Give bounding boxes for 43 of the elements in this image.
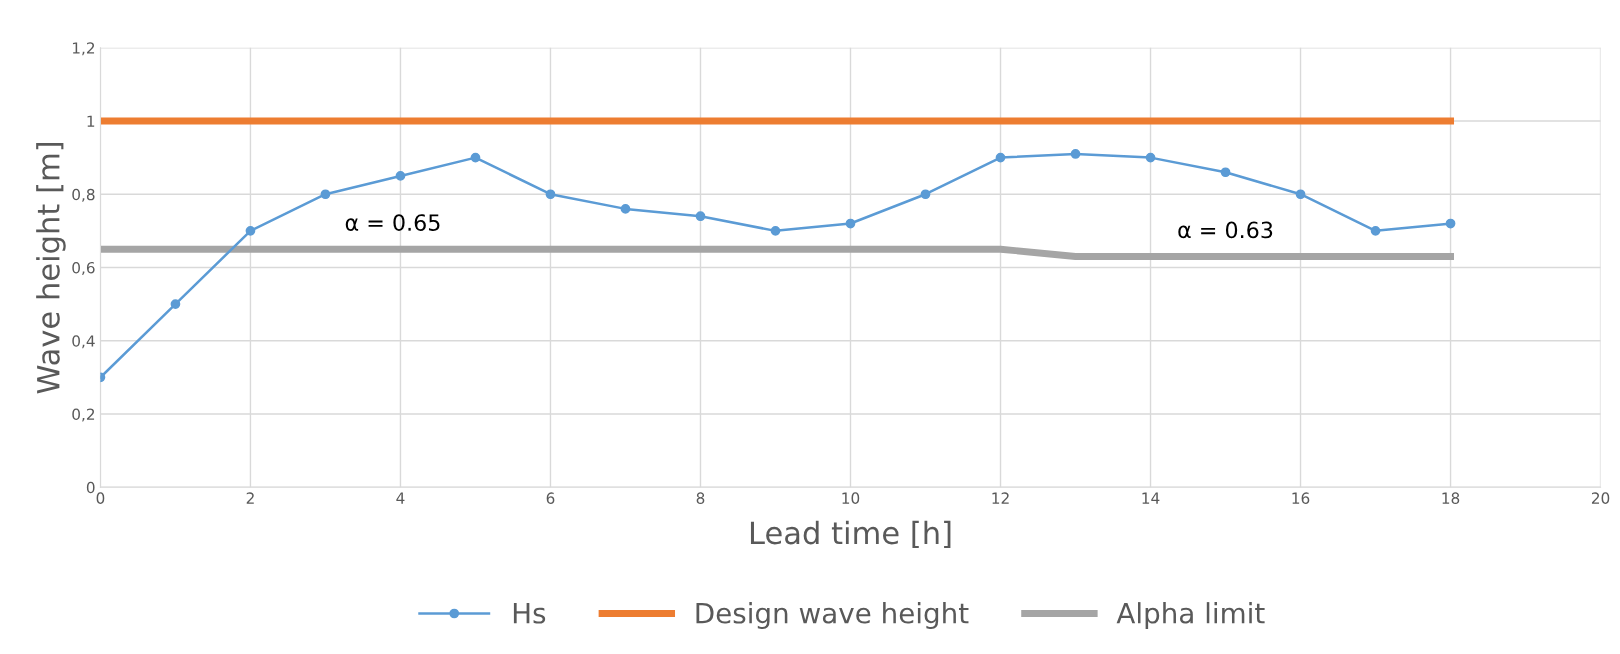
y-tick-label: 1 [87, 115, 95, 127]
x-tick-label: 18 [1442, 492, 1460, 504]
point [545, 189, 556, 200]
x-tick-label: 6 [546, 492, 555, 504]
x-tick-label: 10 [842, 492, 860, 504]
point [1445, 218, 1456, 229]
legend-label: Alpha limit [1116, 602, 1265, 629]
y-tick-label: 0 [86, 481, 95, 494]
x-tick-label: 4 [396, 492, 405, 504]
point [320, 189, 331, 200]
annotation: α = 0.63 [1178, 221, 1273, 239]
x-tick-label: 8 [696, 492, 705, 504]
point [620, 204, 631, 214]
point [1145, 152, 1156, 163]
y-tick-label: 0,6 [72, 261, 95, 276]
y-tick-label: 0,4 [72, 335, 95, 349]
y-tick-label: 0,2 [72, 408, 95, 422]
point [245, 226, 256, 236]
y-tick-label: 0,8 [72, 188, 95, 202]
x-tick-label: 14 [1142, 492, 1160, 504]
legend-label: Design wave height [696, 602, 969, 629]
point [1070, 149, 1081, 159]
legend-label: Hs [513, 602, 546, 624]
point [1220, 167, 1231, 178]
y-axis-title: Wave height [m] [36, 142, 66, 394]
point [1295, 189, 1306, 200]
point [920, 189, 931, 200]
x-tick-label: 0 [96, 492, 105, 504]
point [395, 171, 406, 181]
x-tick-label: 2 [246, 492, 254, 504]
x-tick-label: 20 [1591, 492, 1610, 504]
point [170, 299, 181, 309]
x-tick-label: 16 [1292, 492, 1310, 504]
point [1370, 226, 1381, 236]
point [770, 226, 781, 236]
x-tick-label: 12 [992, 492, 1009, 504]
point [845, 218, 856, 229]
point [995, 152, 1006, 163]
annotation: α = 0.65 [345, 214, 440, 231]
point [470, 152, 481, 163]
x-axis-title: Lead time [h] [750, 520, 951, 549]
y-tick-label: 1,2 [72, 42, 95, 56]
point [695, 211, 706, 222]
